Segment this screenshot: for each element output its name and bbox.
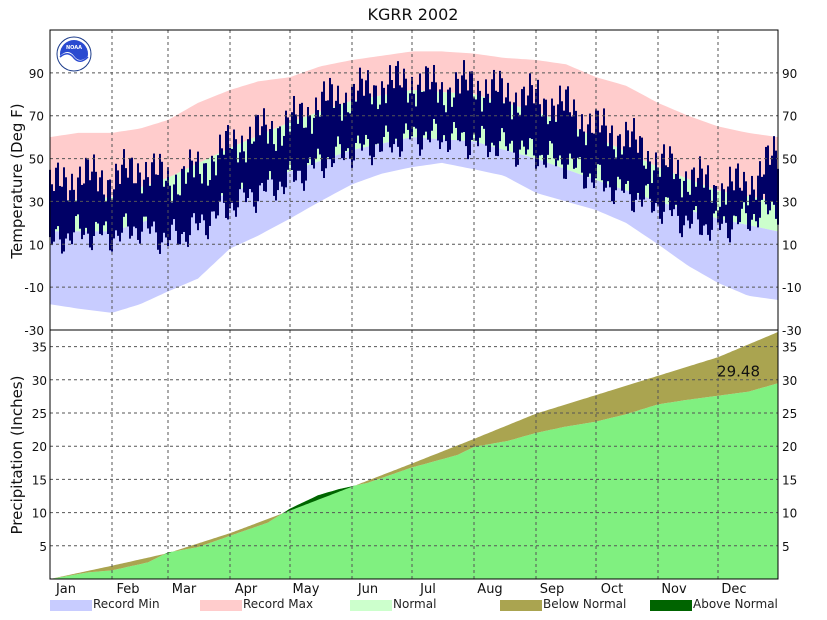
legend-below-normal-swatch <box>500 600 542 611</box>
legend: Record Min Record Max Normal Below Norma… <box>0 597 827 615</box>
temp-y-tick-left: 70 <box>29 110 44 124</box>
temp-y-tick-left: 50 <box>29 153 44 167</box>
temp-y-tick-right: 90 <box>782 67 797 81</box>
total-precip-annotation: 29.48 <box>717 362 760 380</box>
temp-y-tick-right: 70 <box>782 110 797 124</box>
month-tick-label: Feb <box>116 582 139 597</box>
precip-y-tick-right: 30 <box>782 374 797 388</box>
precip-y-tick-right: 25 <box>782 407 797 421</box>
temp-y-tick-right: 30 <box>782 195 797 209</box>
precip-y-tick-left: 35 <box>32 341 47 355</box>
legend-below-normal-label: Below Normal <box>543 597 627 611</box>
legend-record-max-swatch <box>200 600 242 611</box>
legend-normal-swatch <box>350 600 392 611</box>
precip-y-tick-right: 15 <box>782 473 797 487</box>
month-tick-label: Dec <box>721 582 746 597</box>
precipitation-grid <box>50 330 778 579</box>
month-tick-label: Aug <box>477 582 502 597</box>
month-tick-label: Nov <box>661 582 687 597</box>
legend-record-max-label: Record Max <box>243 597 314 611</box>
temp-y-tick-right: 50 <box>782 153 797 167</box>
temp-y-tick-left: -30 <box>24 324 44 338</box>
precip-y-tick-right: 5 <box>782 540 790 554</box>
temp-y-tick-left: 10 <box>29 238 44 252</box>
month-tick-label: Sep <box>540 582 565 597</box>
legend-record-min-swatch <box>50 600 92 611</box>
record-max-band <box>50 51 778 202</box>
month-tick-label: Apr <box>235 582 258 597</box>
daily-temperature-bars <box>49 60 779 254</box>
temp-y-tick-right: -30 <box>782 324 802 338</box>
temp-y-tick-left: 30 <box>29 195 44 209</box>
temp-y-tick-left: -10 <box>24 281 44 295</box>
precip-y-tick-left: 20 <box>32 440 47 454</box>
month-tick-label: Jun <box>357 582 378 597</box>
legend-above-normal-swatch <box>650 600 692 611</box>
chart-title: KGRR 2002 <box>368 5 459 24</box>
precip-y-tick-right: 20 <box>782 440 797 454</box>
precip-y-tick-left: 10 <box>32 507 47 521</box>
precip-y-tick-left: 5 <box>39 540 47 554</box>
precip-y-tick-left: 30 <box>32 374 47 388</box>
logo-text: NOAA <box>66 45 82 51</box>
precip-y-tick-right: 10 <box>782 507 797 521</box>
temperature-axis-label: Temperature (Deg F) <box>8 103 26 259</box>
legend-normal-label: Normal <box>393 597 437 611</box>
temperature-grid <box>50 30 778 330</box>
legend-above-normal-label: Above Normal <box>693 597 778 611</box>
month-tick-label: Oct <box>601 582 623 597</box>
precip-y-tick-left: 15 <box>32 473 47 487</box>
temp-y-tick-left: 90 <box>29 67 44 81</box>
precip-y-tick-left: 25 <box>32 407 47 421</box>
temp-y-tick-right: 10 <box>782 238 797 252</box>
precipitation-axis-label: Precipitation (Inches) <box>8 376 26 535</box>
precip-y-tick-right: 35 <box>782 341 797 355</box>
month-tick-label: May <box>293 582 320 597</box>
precipitation-plot-frame <box>49 329 779 580</box>
noaa-logo: NOAA <box>56 36 92 72</box>
month-tick-label: Mar <box>172 582 197 597</box>
legend-record-min-label: Record Min <box>93 597 160 611</box>
month-tick-label: Jan <box>55 582 76 597</box>
temperature-panel: -30 -30 -10 -10 10 10 30 30 50 50 70 70 90 90 <box>24 29 802 338</box>
temp-y-tick-right: -10 <box>782 281 802 295</box>
month-tick-label: Jul <box>419 582 436 597</box>
precipitation-panel: 5 5 10 10 15 15 20 20 25 25 30 30 35 35 29.48 Jan Feb Mar… <box>32 329 797 597</box>
